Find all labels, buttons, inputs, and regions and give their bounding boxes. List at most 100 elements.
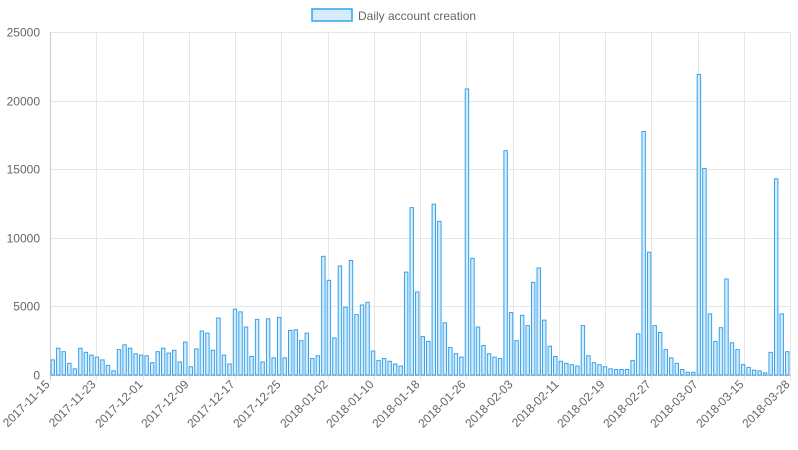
x-tick-label: 2018-03-28 [739,377,793,431]
bar [680,369,685,376]
bar [586,355,591,376]
bar [127,347,133,376]
x-tick-label: 2018-02-27 [600,377,654,431]
bar [746,366,751,376]
bar [387,360,392,376]
bar [503,150,508,376]
bar [785,351,790,376]
bar [304,332,309,376]
bar [773,178,779,376]
bar [265,318,271,376]
bar [702,168,707,376]
bar [740,364,746,376]
bar [608,368,613,376]
bar [249,355,254,376]
y-tick-label: 10000 [7,232,41,246]
bar [580,325,586,376]
bar [442,322,448,376]
y-tick-label: 25000 [7,26,41,40]
y-tick-label: 0 [33,369,40,383]
x-tick-label: 2018-03-07 [647,377,701,431]
bar [381,358,387,376]
bar [161,347,166,376]
bar [426,340,431,376]
bar [392,363,398,376]
x-tick-label: 2018-01-10 [323,377,377,431]
bar [779,313,784,376]
bar [669,357,674,376]
x-tick-label: 2017-11-15 [0,377,53,430]
bar [409,207,414,376]
bar [470,257,475,376]
bar [205,332,210,376]
bar [343,306,348,376]
bar [144,355,149,376]
bar [619,369,624,376]
bar [210,349,216,376]
bar [591,362,597,376]
grid [50,32,791,380]
bar [624,369,630,376]
bar [243,326,249,376]
bar [216,317,221,376]
bar [299,340,304,376]
bar [94,356,100,376]
bar [238,311,243,376]
bar [155,351,160,376]
bar [116,349,122,376]
bar [575,365,580,376]
bar [415,291,420,376]
bar [459,356,464,376]
bar [194,348,199,376]
bar [420,336,425,376]
bar [525,325,530,376]
legend: Daily account creation [311,8,476,23]
bar [72,368,78,376]
x-tick-label: 2017-12-01 [92,377,146,431]
bar [398,365,403,376]
x-tick-label: 2018-03-15 [693,377,747,431]
x-tick-label: 2018-01-18 [369,377,423,431]
bar [276,316,282,376]
bar [288,329,293,376]
bar [149,362,155,376]
bar [729,342,735,376]
bar [569,364,575,376]
bar [50,359,55,376]
bar [122,344,127,376]
bar [321,255,326,376]
bar [464,88,470,376]
x-tick-label: 2017-12-09 [138,377,192,431]
y-axis-ticks: 0 5000 10000 15000 20000 25000 [7,26,41,383]
bar [348,259,354,376]
bar [768,351,773,376]
bar [177,361,182,376]
bar [188,366,194,376]
bar [271,357,276,376]
bar [663,349,668,376]
bar [531,281,536,376]
bar [67,362,72,376]
bar [481,345,486,376]
bar [56,347,61,376]
bar [376,360,381,376]
bar [724,278,729,376]
bar [508,312,514,376]
bar [646,251,652,376]
bar [453,353,459,376]
y-tick-label: 5000 [13,300,40,314]
bar [613,369,619,376]
bar [111,370,116,376]
x-tick-label: 2018-02-03 [462,377,516,431]
bar [536,267,541,376]
bar [83,351,89,376]
bar [553,355,558,376]
x-tick-label: 2018-02-11 [509,377,562,430]
bar [293,329,298,376]
bar [138,354,144,376]
x-tick-label: 2018-01-26 [415,377,469,431]
bar [232,308,238,376]
bar [564,362,569,376]
bar [602,366,608,376]
